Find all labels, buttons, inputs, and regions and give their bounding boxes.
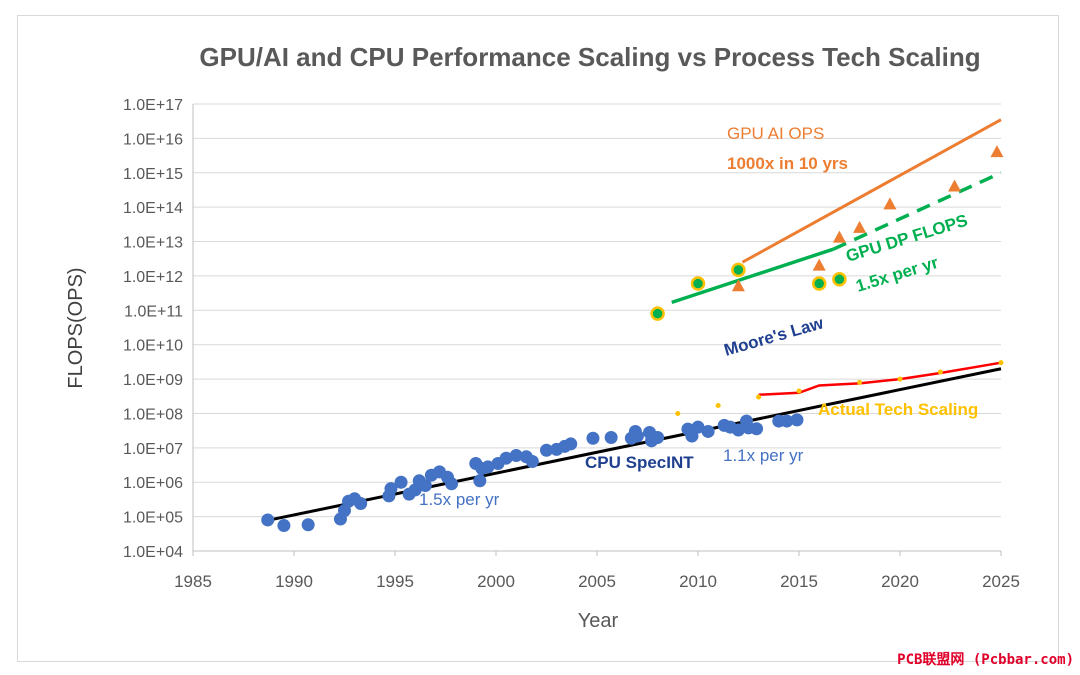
- cpu-specint-point: [473, 474, 487, 488]
- gpu-dp-point: [690, 276, 706, 291]
- x-tick-label: 1990: [275, 572, 313, 591]
- gpu-dp-label: GPU DP FLOPS: [844, 211, 970, 266]
- cpu-specint-point: [525, 455, 539, 469]
- y-tick-label: 1.0E+09: [123, 372, 183, 389]
- gpu-ai-point: [812, 258, 826, 271]
- tick-labels: 1.0E+04 1.0E+05 1.0E+06 1.0E+07 1.0E+08 1.0E+…: [123, 97, 1020, 591]
- actual-tech-dot: [998, 360, 1004, 366]
- cpu-specint-point: [418, 479, 432, 493]
- cpu-specint-point: [780, 414, 794, 428]
- gpu-dp-point: [811, 276, 827, 291]
- cpu-specint-point: [731, 423, 745, 437]
- x-axis-label: Year: [578, 610, 619, 632]
- y-tick-label: 1.0E+14: [123, 200, 183, 217]
- x-tick-label: 2025: [982, 572, 1020, 591]
- cpu-specint-point: [630, 429, 644, 443]
- x-tick-label: 1985: [174, 572, 212, 591]
- gpu-dp-point: [650, 306, 665, 321]
- y-tick-label: 1.0E+12: [123, 269, 183, 286]
- gpu-dp-trend-line: [671, 247, 834, 305]
- gpu-ai-rate: 1000x in 10 yrs: [727, 154, 848, 173]
- y-axis-label: FLOPS(OPS): [65, 267, 87, 388]
- y-tick-label: 1.0E+16: [123, 131, 183, 148]
- axes: [192, 104, 1002, 556]
- moores-law-line: [269, 367, 1002, 522]
- gpu-ai-point: [853, 220, 867, 233]
- actual-tech-dot: [675, 410, 681, 416]
- actual-tech-scaling-line: [758, 361, 1002, 397]
- cpu-specint-point: [277, 519, 291, 533]
- cpu-specint-point: [481, 460, 495, 474]
- actual-tech-dot: [715, 403, 721, 409]
- cpu-specint-point: [301, 518, 315, 532]
- x-tick-label: 2000: [477, 572, 515, 591]
- x-tick-label: 2015: [780, 572, 818, 591]
- cpu-rate-early: 1.5x per yr: [419, 490, 500, 509]
- cpu-specint-point: [586, 431, 600, 445]
- cpu-specint-point: [651, 430, 665, 444]
- chart-title: GPU/AI and CPU Performance Scaling vs Pr…: [199, 42, 980, 72]
- cpu-specint-point: [540, 443, 553, 457]
- cpu-specint-point: [691, 420, 705, 434]
- cpu-specint-point: [499, 451, 513, 465]
- cpu-specint-point: [701, 424, 715, 438]
- y-tick-label: 1.0E+10: [123, 338, 183, 355]
- gpu-dp-point: [731, 262, 746, 278]
- cpu-specint-point: [790, 413, 804, 427]
- cpu-specint-point: [564, 437, 578, 451]
- watermark-text: PCB联盟网 (Pcbbar.com): [897, 652, 1074, 668]
- cpu-rate-late: 1.1x per yr: [723, 446, 804, 465]
- y-tick-label: 1.0E+04: [123, 544, 183, 561]
- x-tick-label: 2005: [578, 572, 616, 591]
- cpu-label: CPU SpecINT: [585, 453, 694, 472]
- y-tick-label: 1.0E+08: [123, 406, 183, 423]
- gpu-ai-label: GPU AI OPS: [727, 124, 824, 143]
- y-tick-label: 1.0E+05: [123, 510, 183, 527]
- chart-frame: [17, 15, 1059, 662]
- gpu-ai-point: [990, 145, 1004, 158]
- actual-tech-dot: [796, 388, 802, 394]
- gpu-ai-point: [832, 230, 846, 243]
- x-tick-label: 2020: [881, 572, 919, 591]
- cpu-specint-point: [509, 448, 523, 462]
- actual-label: Actual Tech Scaling: [818, 400, 978, 419]
- cpu-specint-point: [261, 513, 275, 527]
- actual-tech-dot: [897, 376, 903, 382]
- gpu-dp-point: [832, 272, 847, 287]
- y-tick-label: 1.0E+11: [124, 303, 183, 320]
- cpu-specint-point: [354, 497, 368, 511]
- gpu-dp-trend-dashed: [832, 171, 1002, 251]
- gpu-ai-point: [731, 279, 745, 292]
- cpu-specint-point: [445, 477, 459, 491]
- cpu-specint-point: [394, 475, 408, 489]
- y-tick-label: 1.0E+07: [123, 441, 183, 458]
- data-points: [261, 145, 1004, 533]
- actual-tech-dot: [937, 369, 943, 375]
- cpu-specint-point: [750, 422, 764, 436]
- gpu-ai-trend-line: [741, 118, 1002, 264]
- actual-tech-dot: [857, 379, 863, 385]
- y-tick-label: 1.0E+17: [123, 97, 183, 114]
- gpu-ai-point: [883, 197, 897, 210]
- y-tick-label: 1.0E+13: [123, 235, 183, 252]
- cpu-specint-point: [384, 482, 398, 496]
- gridlines: [193, 103, 1001, 518]
- actual-tech-dot: [756, 394, 762, 400]
- gpu-ai-point: [948, 179, 962, 192]
- x-tick-label: 2010: [679, 572, 717, 591]
- y-tick-label: 1.0E+15: [123, 166, 183, 183]
- cpu-specint-point: [604, 430, 618, 444]
- x-tick-label: 1995: [376, 572, 414, 591]
- y-tick-label: 1.0E+06: [123, 475, 183, 492]
- moore-label: Moore's Law: [722, 313, 826, 360]
